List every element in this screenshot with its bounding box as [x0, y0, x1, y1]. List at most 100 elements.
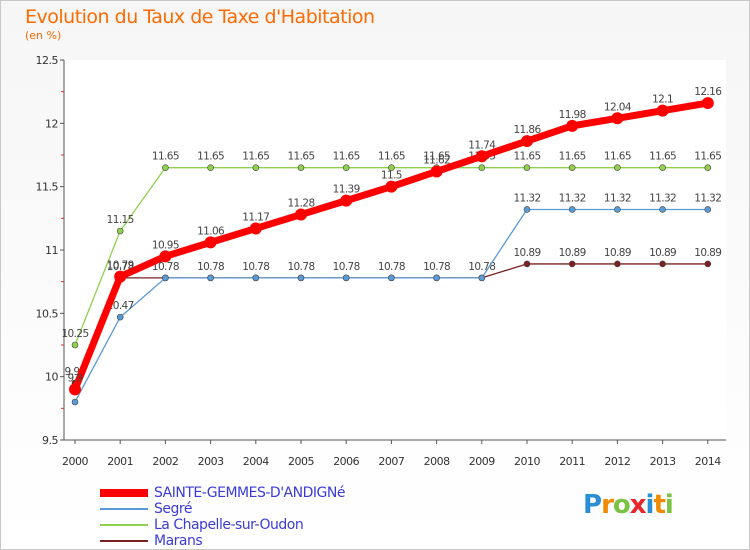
data-label: 11.39 [333, 184, 360, 196]
data-point-la-chapelle-sur-oudon [207, 164, 214, 171]
data-point-la-chapelle-sur-oudon [388, 164, 395, 171]
legend-label: Segré [154, 501, 192, 517]
x-tick-label: 2007 [378, 455, 404, 468]
data-label: 10.89 [513, 247, 540, 259]
y-tick-label: 10 [45, 371, 58, 384]
x-tick-label: 2002 [152, 455, 178, 468]
data-label: 11.32 [694, 192, 721, 204]
data-point-segr [523, 206, 531, 213]
data-label: 11.65 [333, 151, 360, 163]
data-label: 11.15 [107, 214, 134, 226]
data-point-segr [297, 274, 305, 282]
data-label: 11.32 [559, 192, 586, 204]
x-tick-label: 2014 [695, 455, 721, 468]
data-point-segr [704, 206, 712, 213]
y-tick-label: 10.5 [36, 307, 59, 320]
data-point-sainte-gemmes-d-andign [430, 165, 443, 178]
data-label: 11.65 [604, 151, 631, 163]
data-label: 10.78 [197, 261, 224, 273]
x-tick-label: 2004 [243, 455, 269, 468]
data-label: 11.32 [604, 192, 631, 204]
legend-swatch [100, 508, 148, 510]
data-point-segr [162, 274, 169, 282]
x-tick-label: 2005 [288, 455, 314, 468]
data-point-la-chapelle-sur-oudon [162, 164, 169, 171]
data-point-sainte-gemmes-d-andign [340, 194, 353, 207]
data-point-marans [614, 260, 621, 268]
data-label: 10.79 [107, 260, 134, 272]
data-point-sainte-gemmes-d-andign [295, 208, 307, 221]
data-point-segr [388, 274, 395, 282]
data-label: 11.74 [468, 139, 496, 151]
logo-letter: P [583, 490, 602, 520]
data-point-la-chapelle-sur-oudon [297, 164, 305, 171]
data-label: 10.78 [242, 261, 269, 273]
data-point-sainte-gemmes-d-andign [159, 250, 172, 263]
data-point-marans [659, 260, 666, 268]
data-point-la-chapelle-sur-oudon [478, 164, 486, 171]
data-point-sainte-gemmes-d-andign [521, 135, 533, 148]
data-label: 10.78 [333, 261, 360, 273]
x-tick-label: 2003 [198, 455, 224, 468]
data-label: 11.65 [152, 151, 179, 163]
legend-item: Marans [100, 533, 345, 549]
y-tick-label: 11 [45, 244, 58, 257]
data-label: 11.06 [197, 225, 225, 237]
data-point-sainte-gemmes-d-andign [566, 119, 579, 132]
data-label: 10.95 [152, 239, 179, 251]
data-label: 11.65 [287, 151, 314, 163]
data-point-marans [568, 260, 576, 268]
legend-item: La Chapelle-sur-Oudon [100, 517, 345, 533]
data-label: 11.65 [694, 151, 721, 163]
y-tick-label: 12 [45, 117, 58, 130]
data-label: 10.89 [559, 247, 586, 259]
data-label: 10.78 [378, 261, 405, 273]
legend-label: Marans [154, 533, 203, 549]
data-point-la-chapelle-sur-oudon [704, 164, 712, 171]
legend-swatch [100, 524, 148, 526]
logo-letter: x [629, 490, 647, 520]
data-point-segr [614, 206, 621, 213]
data-label: 10.78 [468, 261, 495, 273]
legend-item: Segré [100, 501, 345, 517]
data-point-la-chapelle-sur-oudon [252, 164, 260, 171]
data-label: 11.65 [559, 151, 586, 163]
data-point-sainte-gemmes-d-andign [611, 112, 624, 125]
data-label: 10.47 [107, 300, 134, 312]
data-point-la-chapelle-sur-oudon [523, 164, 531, 171]
data-point-la-chapelle-sur-oudon [659, 164, 666, 171]
legend-label: La Chapelle-sur-Oudon [154, 517, 304, 533]
legend-item: SAINTE-GEMMES-D'ANDIGNé [100, 485, 345, 501]
x-tick-label: 2001 [107, 455, 133, 468]
data-point-segr [116, 313, 124, 321]
y-tick-label: 11.5 [36, 181, 59, 194]
legend-label: SAINTE-GEMMES-D'ANDIGNé [154, 485, 345, 501]
proxiti-logo: Proxiti [583, 490, 674, 520]
data-label: 11.98 [559, 109, 586, 121]
data-label: 9.9 [68, 372, 83, 384]
data-label: 10.89 [649, 247, 676, 259]
data-point-sainte-gemmes-d-andign [69, 383, 81, 396]
x-tick-label: 2008 [424, 455, 450, 468]
x-tick-label: 2011 [559, 455, 585, 468]
data-label: 10.89 [604, 247, 631, 259]
data-point-la-chapelle-sur-oudon [614, 164, 621, 171]
data-point-segr [433, 274, 440, 282]
data-point-marans [523, 260, 531, 268]
x-tick-label: 2006 [333, 455, 359, 468]
data-label: 11.28 [287, 198, 314, 210]
data-label: 11.65 [197, 151, 224, 163]
data-point-segr [659, 206, 666, 213]
data-point-la-chapelle-sur-oudon [568, 164, 576, 171]
y-tick-label: 9.5 [42, 434, 58, 447]
data-label: 12.16 [694, 86, 722, 98]
data-label: 11.62 [423, 154, 450, 166]
data-point-sainte-gemmes-d-andign [114, 270, 127, 283]
x-tick-label: 2000 [62, 455, 88, 468]
chart-subtitle: (en %) [25, 29, 62, 42]
data-label: 10.89 [694, 247, 721, 259]
data-point-sainte-gemmes-d-andign [475, 150, 488, 163]
logo-letter: i [645, 490, 655, 520]
data-point-segr [342, 274, 350, 282]
